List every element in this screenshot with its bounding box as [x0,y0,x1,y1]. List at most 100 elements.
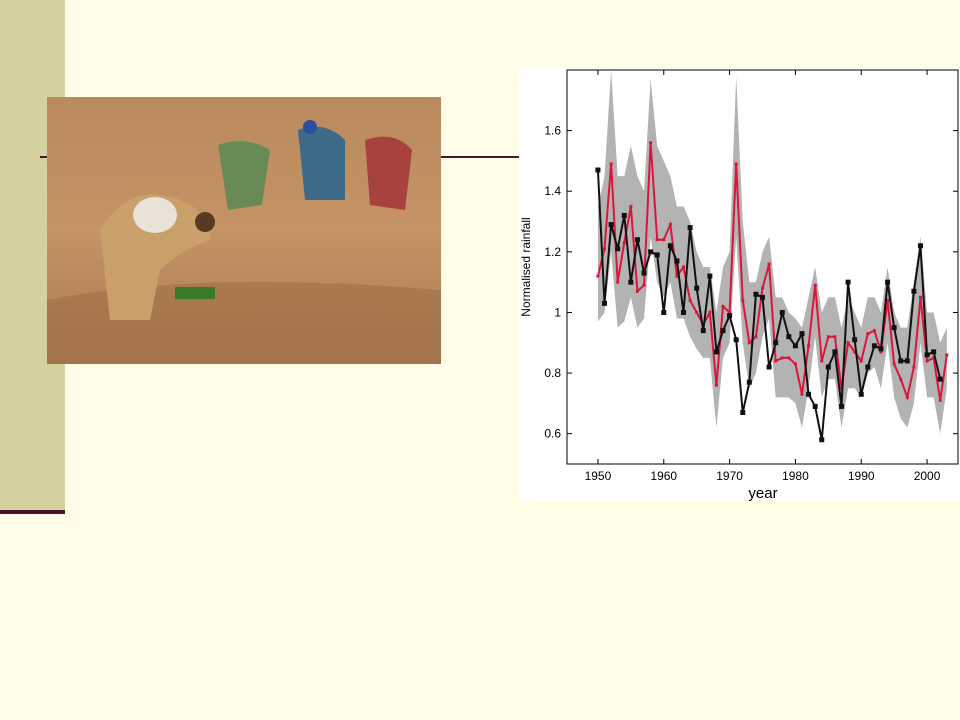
point-marker [918,295,922,299]
point-marker [694,285,700,291]
x-tick-label: 2000 [914,469,941,483]
point-marker [832,349,838,355]
point-marker [820,359,824,363]
point-marker [746,379,752,385]
y-tick-label: 1.6 [544,124,561,138]
point-marker [608,222,614,228]
point-marker [728,310,732,314]
point-marker [741,298,745,302]
point-marker [879,350,883,354]
point-marker [774,359,778,363]
point-marker [865,364,871,370]
point-marker [892,362,896,366]
point-marker [872,329,876,333]
point-marker [707,273,713,279]
point-marker [859,359,863,363]
point-marker [727,312,733,318]
point-marker [734,162,738,166]
point-marker [899,377,903,381]
point-marker [628,279,634,285]
point-marker [871,343,877,349]
point-marker [708,310,712,314]
point-marker [812,403,818,409]
point-marker [654,252,660,258]
point-marker [912,365,916,369]
point-marker [682,265,686,269]
point-marker [925,359,929,363]
point-marker [740,409,746,415]
point-marker [615,246,621,252]
point-marker [695,310,699,314]
point-marker [937,376,943,382]
y-tick-label: 0.6 [544,427,561,441]
x-tick-label: 1970 [716,469,743,483]
point-marker [761,286,764,290]
y-tick-label: 0.8 [544,366,561,380]
point-marker [878,346,884,352]
x-tick-label: 1950 [585,469,612,483]
point-marker [786,334,792,340]
point-marker [747,341,751,345]
point-marker [853,350,857,354]
point-marker [799,331,805,337]
point-marker [674,258,680,264]
point-marker [819,437,825,443]
point-marker [787,356,791,360]
point-marker [932,356,936,360]
series-line [596,142,948,401]
point-marker [904,358,910,364]
point-marker [621,212,627,218]
point-marker [905,395,909,399]
point-marker [773,340,779,346]
point-marker [931,349,937,355]
point-marker [813,283,817,287]
point-marker [760,294,765,300]
y-axis-label: Normalised rainfall [519,217,533,316]
point-marker [642,283,646,287]
point-marker [826,335,830,339]
point-marker [779,309,785,315]
point-marker [668,223,672,227]
point-marker [898,358,904,364]
range-band [597,70,947,434]
point-marker [800,392,804,396]
point-marker [792,343,798,349]
point-marker [713,349,719,355]
point-marker [766,364,772,370]
point-marker [667,243,673,249]
point-marker [720,328,726,334]
y-tick-label: 1.4 [544,184,561,198]
point-marker [681,309,687,315]
point-marker [675,274,679,278]
point-marker [858,391,864,397]
point-marker [648,249,654,255]
point-marker [602,300,608,306]
point-marker [852,337,858,343]
side-bar-rule [0,510,65,514]
point-marker [661,309,667,315]
point-marker [629,204,633,208]
point-marker [596,274,600,278]
x-tick-label: 1980 [782,469,809,483]
plot [595,70,949,443]
point-marker [767,262,771,266]
point-marker [793,362,797,366]
point-marker [754,335,758,339]
point-marker [595,167,601,173]
x-tick-label: 1990 [848,469,875,483]
point-marker [838,403,844,409]
point-marker [733,337,739,343]
point-marker [655,238,659,242]
point-marker [833,335,837,339]
point-marker [609,162,613,166]
point-marker [641,270,647,276]
point-marker [846,341,850,345]
point-marker [806,391,812,397]
point-marker [634,237,640,243]
point-marker [622,241,626,245]
point-marker [780,356,784,360]
point-marker [886,298,890,302]
point-marker [687,225,693,231]
